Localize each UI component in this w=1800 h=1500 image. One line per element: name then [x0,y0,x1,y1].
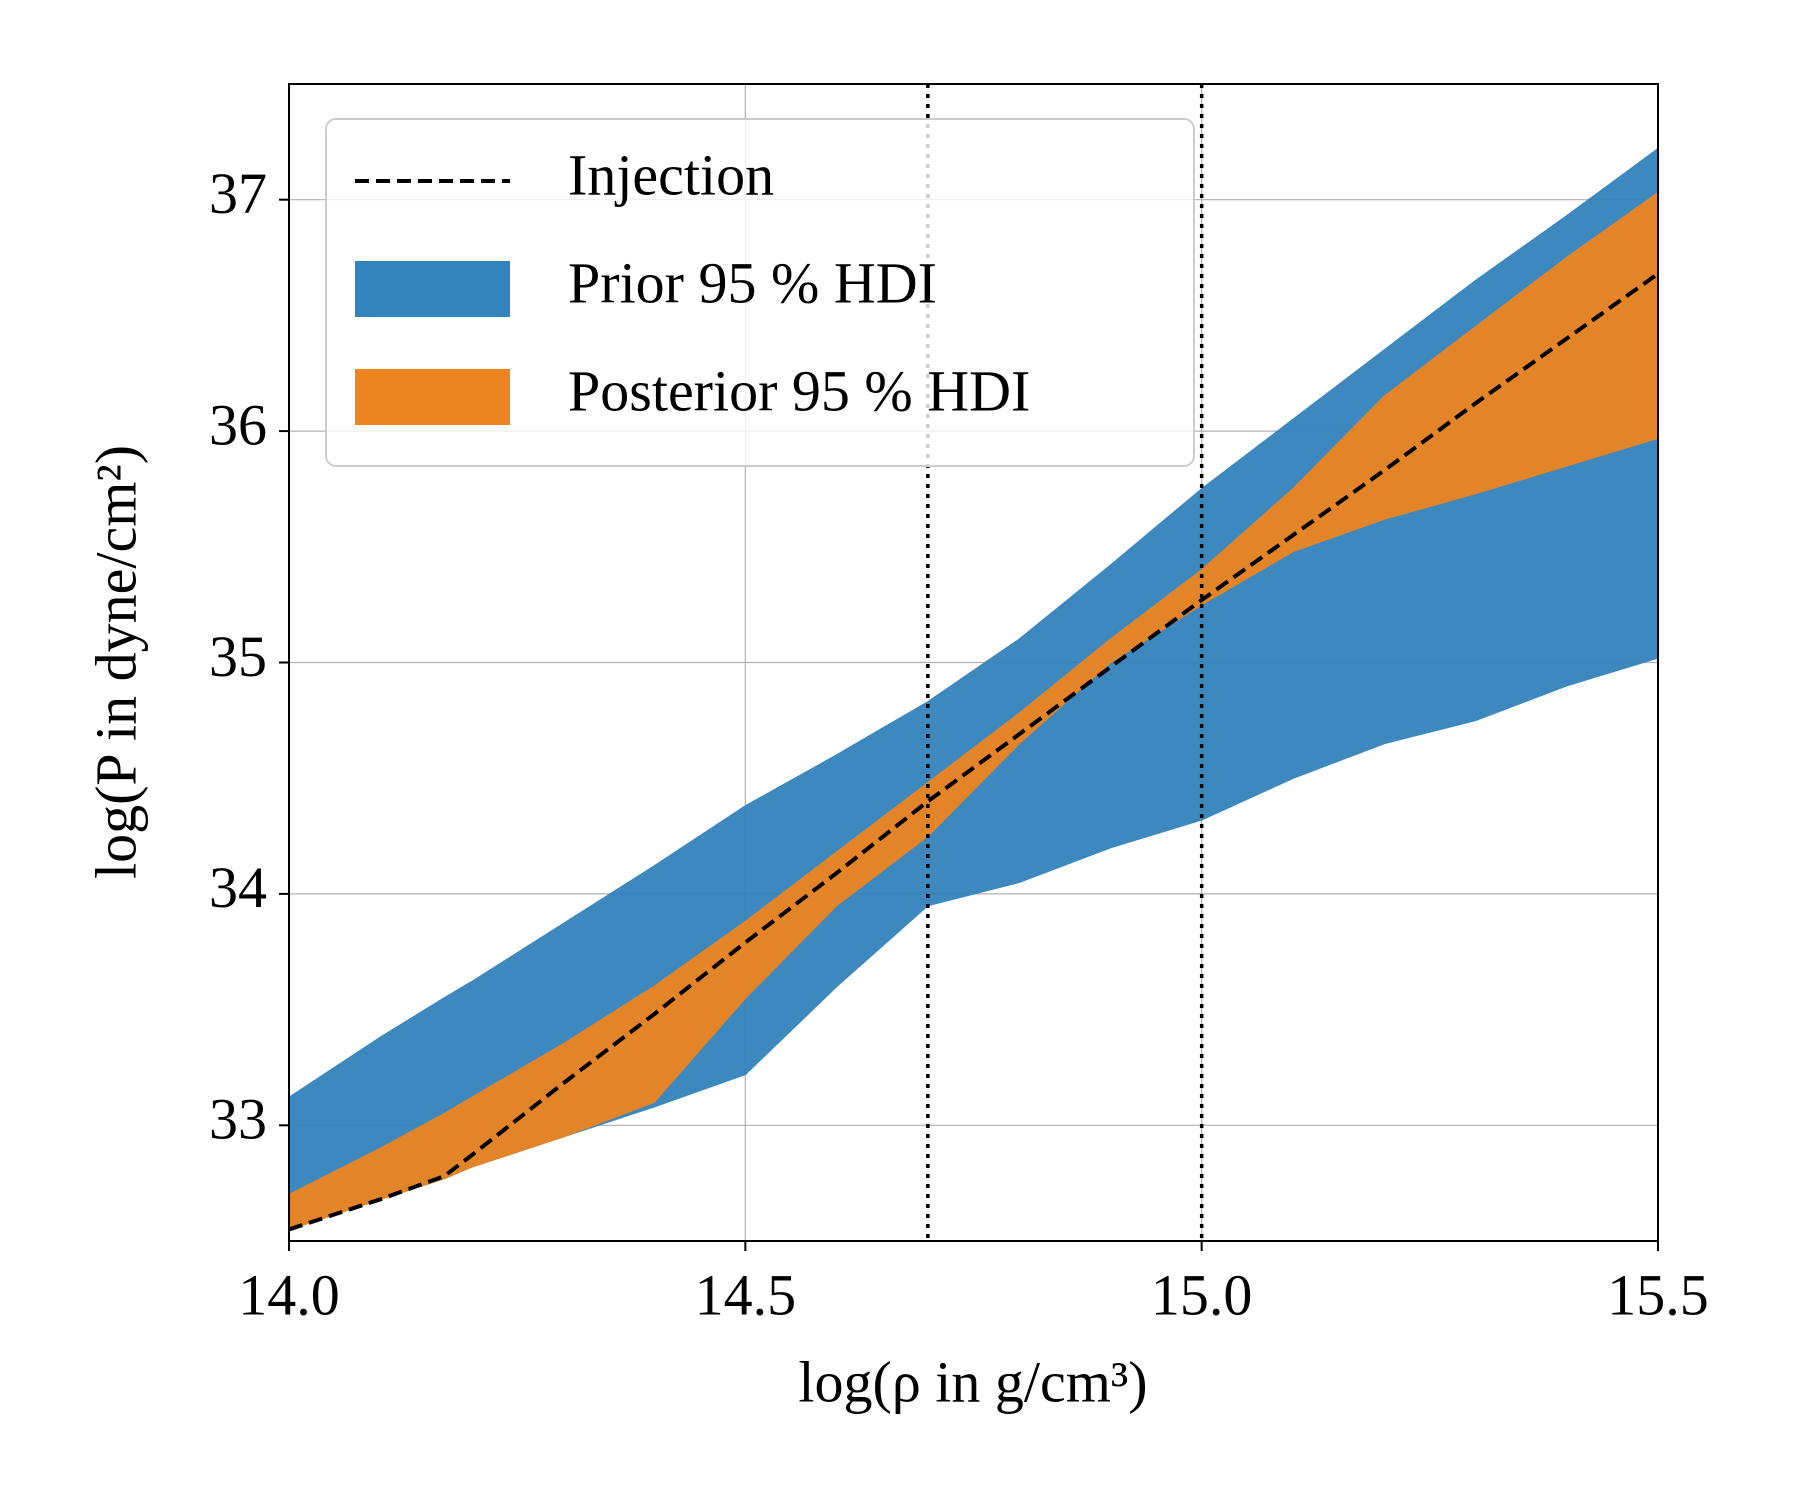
x-tick-label: 15.5 [1607,1262,1709,1327]
x-tick-label: 14.0 [238,1262,340,1327]
y-tick-label: 36 [209,392,267,457]
legend-swatch [355,261,510,317]
legend: Injection Prior 95 % HDI Posterior 95 % HD… [325,118,1195,467]
x-tick-label: 15.0 [1151,1262,1253,1327]
y-tick-label: 34 [209,855,267,920]
legend-box [325,118,1195,467]
legend-label: Prior 95 % HDI [568,250,937,315]
x-axis-label: log(ρ in g/cm³) [798,1349,1147,1414]
legend-label: Injection [568,142,774,207]
y-tick-label: 37 [209,161,267,226]
y-tick-label: 35 [209,624,267,689]
injection-line [288,272,1660,1232]
y-axis-label: log(P in dyne/cm²) [83,445,148,879]
legend-swatch [355,369,510,425]
legend-label: Posterior 95 % HDI [568,358,1030,423]
y-tick-label: 33 [209,1087,267,1152]
x-tick-label: 14.5 [695,1262,797,1327]
